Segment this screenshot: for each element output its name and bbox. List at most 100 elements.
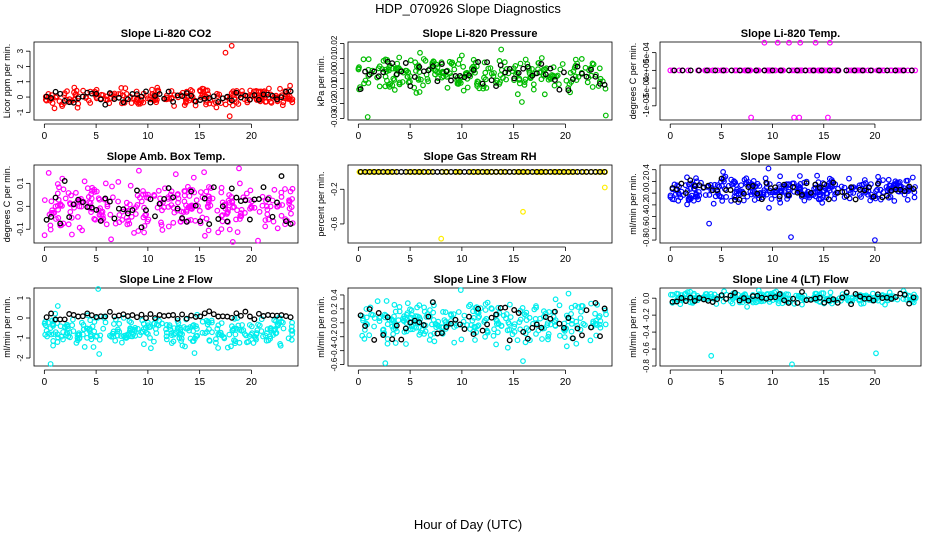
data-point-hourly xyxy=(876,67,882,74)
y-tick-label: 1 xyxy=(16,295,25,300)
data-point xyxy=(405,69,412,76)
data-point xyxy=(215,345,222,351)
data-point-hourly xyxy=(165,88,172,95)
data-point xyxy=(262,223,269,230)
data-point xyxy=(904,177,911,184)
y-tick-label: -0.1 xyxy=(16,222,25,236)
data-point xyxy=(675,197,682,204)
data-point-hourly xyxy=(389,336,396,343)
data-point-hourly xyxy=(601,81,608,88)
data-point xyxy=(801,197,808,204)
data-point xyxy=(138,198,145,205)
y-tick-label: 0.01 xyxy=(330,50,339,66)
data-point xyxy=(824,67,831,74)
data-point xyxy=(573,340,580,347)
data-point xyxy=(523,325,530,332)
data-point xyxy=(62,195,69,202)
data-point xyxy=(596,313,603,319)
data-point-hourly xyxy=(484,59,491,66)
data-point-hourly xyxy=(736,196,743,203)
data-point xyxy=(289,319,296,326)
data-point-hourly xyxy=(736,67,743,74)
data-point xyxy=(451,66,458,73)
data-point xyxy=(497,72,504,78)
data-point xyxy=(163,333,170,340)
data-point-hourly xyxy=(466,72,472,79)
data-point-hourly xyxy=(906,300,913,307)
data-point xyxy=(464,84,471,91)
data-point xyxy=(102,180,109,187)
data-point xyxy=(128,319,135,326)
plot-frame xyxy=(347,164,613,244)
data-point xyxy=(749,188,756,195)
data-point xyxy=(514,337,521,344)
x-tick-label: 10 xyxy=(142,131,154,142)
data-point-hourly xyxy=(287,314,294,321)
data-point xyxy=(774,39,781,46)
data-point-hourly xyxy=(43,314,50,321)
data-point-hourly xyxy=(161,196,168,202)
data-point-hourly xyxy=(479,327,486,334)
data-point xyxy=(126,201,133,208)
data-point-hourly xyxy=(848,184,855,191)
data-point-hourly xyxy=(777,67,784,74)
y-tick-label: -0.4 xyxy=(642,209,651,223)
data-point xyxy=(86,199,93,206)
data-point-hourly xyxy=(129,312,136,319)
data-point xyxy=(384,340,391,347)
data-point xyxy=(446,58,453,65)
data-point-hourly xyxy=(475,59,482,65)
data-point-hourly xyxy=(794,299,801,306)
data-point xyxy=(602,321,609,328)
data-point xyxy=(777,199,784,206)
data-point-hourly xyxy=(843,192,850,199)
data-point-hourly xyxy=(470,331,477,338)
data-point xyxy=(360,317,366,324)
data-point xyxy=(507,301,513,308)
data-point-hourly xyxy=(695,67,702,74)
data-point-hourly xyxy=(870,193,877,200)
data-point-hourly xyxy=(830,179,837,186)
y-tick-label: -0.4 xyxy=(642,325,651,339)
data-point xyxy=(289,99,296,106)
data-point xyxy=(435,318,442,325)
data-point xyxy=(413,89,420,96)
panel-0: Slope Li-820 CO2 0 5 10 15 20 -1 0 1 2 3 Licor ppm … xyxy=(2,28,299,142)
data-point xyxy=(260,333,266,340)
data-point xyxy=(768,196,775,202)
data-point xyxy=(702,192,709,199)
data-point xyxy=(90,344,97,350)
data-point-hourly xyxy=(88,204,95,211)
data-point-hourly xyxy=(389,60,396,67)
data-point-hourly xyxy=(709,299,716,305)
data-point-hourly xyxy=(165,185,172,192)
data-point xyxy=(243,339,250,346)
data-point xyxy=(278,212,285,219)
data-point xyxy=(218,226,225,233)
data-point-hourly xyxy=(402,325,409,332)
y-tick-label: -0.6 xyxy=(330,216,339,230)
data-point-hourly xyxy=(843,67,850,74)
data-point xyxy=(453,322,460,329)
data-point xyxy=(567,69,574,76)
data-point xyxy=(468,168,475,175)
data-point-hourly xyxy=(565,87,572,94)
data-point-hourly xyxy=(470,66,477,73)
data-point xyxy=(744,193,751,200)
data-point xyxy=(511,329,518,335)
data-point xyxy=(218,189,225,196)
data-point-hourly xyxy=(246,313,253,320)
series-points xyxy=(41,165,296,245)
x-tick-label: 20 xyxy=(560,131,572,142)
data-point xyxy=(494,329,501,336)
data-point xyxy=(67,208,74,215)
data-point xyxy=(140,341,147,348)
data-point xyxy=(427,307,433,314)
panel-title: Slope Li-820 Temp. xyxy=(741,28,840,40)
hourly-points xyxy=(671,67,915,74)
data-point-hourly xyxy=(597,333,603,340)
panel-5: Slope Sample Flow 0 5 10 15 20 -0.8-0.6-0.4-0.… xyxy=(628,151,922,265)
data-point xyxy=(165,203,172,210)
data-point-hourly xyxy=(197,313,204,320)
data-point-hourly xyxy=(866,184,872,191)
